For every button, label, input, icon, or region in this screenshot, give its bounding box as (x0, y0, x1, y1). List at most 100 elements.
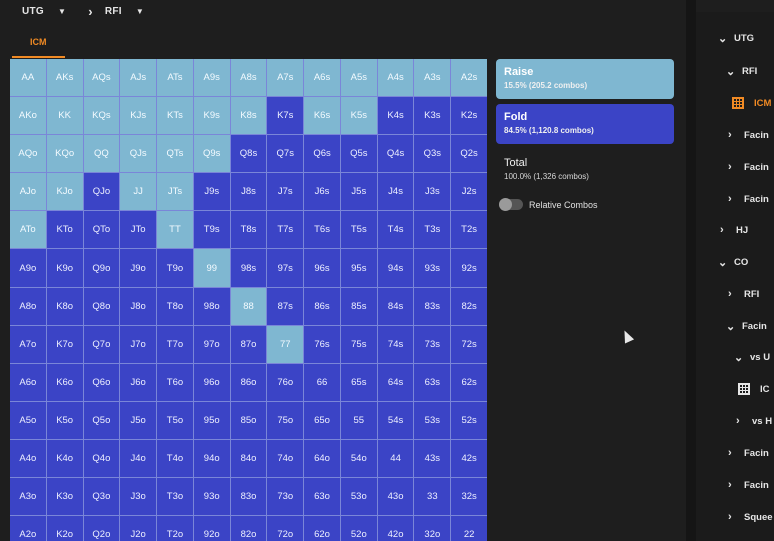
fold-action-card[interactable]: Fold 84.5% (1,120.8 combos) (496, 104, 674, 144)
tree-node-co-rfi[interactable]: › RFI (728, 288, 759, 300)
relative-combos-row[interactable]: Relative Combos (499, 198, 598, 211)
hand-cell[interactable]: Q5o (83, 401, 120, 439)
hand-cell[interactable]: 98o (193, 287, 230, 325)
hand-cell[interactable]: 92s (451, 249, 487, 287)
hand-cell[interactable]: 77 (267, 325, 304, 363)
hand-cell[interactable]: AQo (10, 135, 46, 173)
hand-cell[interactable]: KJs (120, 97, 157, 135)
hand-cell[interactable]: 85s (340, 287, 377, 325)
hand-cell[interactable]: 75o (267, 401, 304, 439)
hand-cell[interactable]: T9o (157, 249, 193, 287)
hand-cell[interactable]: TT (157, 211, 193, 249)
hand-cell[interactable]: 82o (230, 516, 267, 541)
hand-cell[interactable]: K7s (267, 97, 304, 135)
hand-cell[interactable]: QQ (83, 135, 120, 173)
hand-cell[interactable]: KTo (46, 211, 83, 249)
hand-cell[interactable]: AQs (83, 59, 120, 97)
tree-node-facing-4[interactable]: › Facin (728, 447, 769, 459)
hand-cell[interactable]: J6o (120, 363, 157, 401)
hand-cell[interactable]: A9o (10, 249, 46, 287)
hand-cell[interactable]: 54o (340, 439, 377, 478)
hand-cell[interactable]: 85o (230, 401, 267, 439)
hand-cell[interactable]: 94o (193, 439, 230, 478)
hand-cell[interactable]: 72o (267, 516, 304, 541)
hand-cell[interactable]: 96o (193, 363, 230, 401)
hand-cell[interactable]: 84s (377, 287, 414, 325)
hand-cell[interactable]: K4s (377, 97, 414, 135)
hand-cell[interactable]: 88 (230, 287, 267, 325)
hand-cell[interactable]: 65s (340, 363, 377, 401)
hand-cell[interactable]: A3o (10, 478, 46, 516)
hand-cell[interactable]: K8s (230, 97, 267, 135)
hand-cell[interactable]: Q5s (340, 135, 377, 173)
hand-cell[interactable]: K9s (193, 97, 230, 135)
hand-cell[interactable]: J4s (377, 173, 414, 211)
hand-cell[interactable]: A9s (193, 59, 230, 97)
tree-node-squeeze[interactable]: › Squee (728, 511, 773, 523)
hand-cell[interactable]: Q4s (377, 135, 414, 173)
hand-cell[interactable]: AKs (46, 59, 83, 97)
hand-cell[interactable]: AKo (10, 97, 46, 135)
hand-cell[interactable]: 52s (451, 401, 487, 439)
hand-cell[interactable]: 73s (414, 325, 451, 363)
breadcrumb-position-dropdown[interactable]: UTG ▼ (22, 6, 66, 17)
hand-cell[interactable]: KJo (46, 173, 83, 211)
tab-icm[interactable]: ICM (12, 30, 65, 58)
hand-cell[interactable]: T6o (157, 363, 193, 401)
hand-cell[interactable]: T4s (377, 211, 414, 249)
hand-cell[interactable]: Q4o (83, 439, 120, 478)
hand-cell[interactable]: A8s (230, 59, 267, 97)
hand-cell[interactable]: 43o (377, 478, 414, 516)
hand-cell[interactable]: Q6s (304, 135, 340, 173)
hand-cell[interactable]: 66 (304, 363, 340, 401)
hand-cell[interactable]: 95o (193, 401, 230, 439)
hand-cell[interactable]: 53o (340, 478, 377, 516)
hand-cell[interactable]: K2s (451, 97, 487, 135)
hand-cell[interactable]: 82s (451, 287, 487, 325)
tree-node-vs-utg-icm[interactable]: IC (738, 383, 770, 395)
hand-cell[interactable]: Q8o (83, 287, 120, 325)
hand-cell[interactable]: J9o (120, 249, 157, 287)
hand-cell[interactable]: Q9s (193, 135, 230, 173)
hand-cell[interactable]: ATs (157, 59, 193, 97)
hand-cell[interactable]: 76o (267, 363, 304, 401)
breadcrumb-action-dropdown[interactable]: RFI ▼ (105, 6, 144, 17)
hand-cell[interactable]: K5o (46, 401, 83, 439)
hand-cell[interactable]: A5s (340, 59, 377, 97)
hand-cell[interactable]: T9s (193, 211, 230, 249)
hand-cell[interactable]: T8o (157, 287, 193, 325)
hand-cell[interactable]: J3s (414, 173, 451, 211)
hand-cell[interactable]: 55 (340, 401, 377, 439)
relative-combos-toggle[interactable] (499, 198, 523, 211)
hand-cell[interactable]: AJo (10, 173, 46, 211)
hand-cell[interactable]: Q3o (83, 478, 120, 516)
hand-cell[interactable]: KQs (83, 97, 120, 135)
hand-cell[interactable]: 84o (230, 439, 267, 478)
hand-cell[interactable]: A7o (10, 325, 46, 363)
hand-cell[interactable]: 99 (193, 249, 230, 287)
hand-cell[interactable]: K6s (304, 97, 340, 135)
hand-cell[interactable]: A6o (10, 363, 46, 401)
hand-cell[interactable]: T8s (230, 211, 267, 249)
hand-cell[interactable]: J5o (120, 401, 157, 439)
hand-cell[interactable]: JTs (157, 173, 193, 211)
hand-cell[interactable]: K8o (46, 287, 83, 325)
hand-cell[interactable]: 33 (414, 478, 451, 516)
hand-cell[interactable]: 65o (304, 401, 340, 439)
hand-cell[interactable]: AJs (120, 59, 157, 97)
hand-cell[interactable]: Q9o (83, 249, 120, 287)
hand-cell[interactable]: 93o (193, 478, 230, 516)
hand-cell[interactable]: 74s (377, 325, 414, 363)
hand-cell[interactable]: Q6o (83, 363, 120, 401)
tree-node-co[interactable]: ⌄ CO (718, 256, 748, 269)
hand-cell[interactable]: K3o (46, 478, 83, 516)
hand-cell[interactable]: 94s (377, 249, 414, 287)
hand-cell[interactable]: 86s (304, 287, 340, 325)
hand-cell[interactable]: 32o (414, 516, 451, 541)
hand-cell[interactable]: KQo (46, 135, 83, 173)
hand-cell[interactable]: J8s (230, 173, 267, 211)
hand-cell[interactable]: 53s (414, 401, 451, 439)
hand-cell[interactable]: Q7s (267, 135, 304, 173)
hand-cell[interactable]: J5s (340, 173, 377, 211)
hand-cell[interactable]: 52o (340, 516, 377, 541)
